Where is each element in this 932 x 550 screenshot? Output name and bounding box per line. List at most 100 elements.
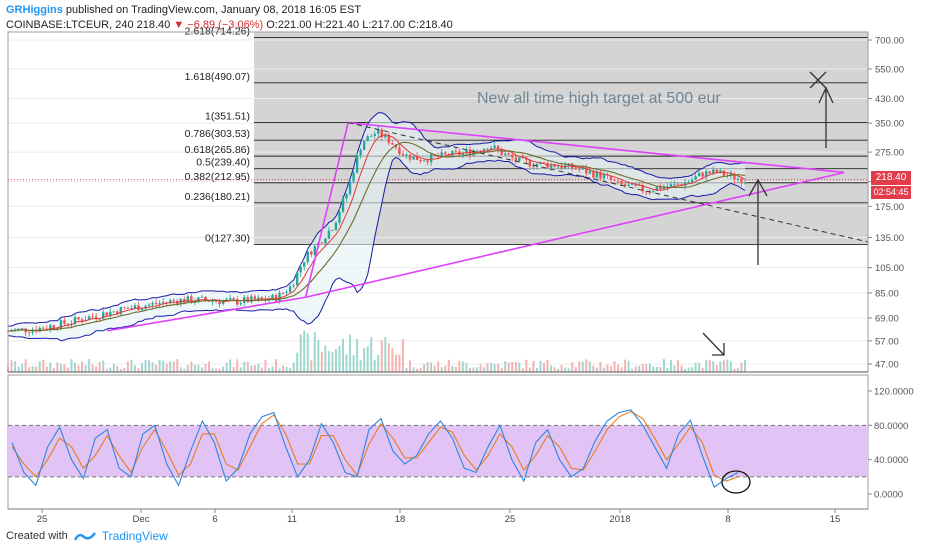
- candle-body: [236, 299, 239, 305]
- volume-bar: [345, 354, 348, 372]
- candle-body: [475, 150, 479, 152]
- candle-body: [274, 295, 278, 302]
- volume-bar: [719, 361, 722, 372]
- volume-bar: [416, 368, 419, 372]
- time-axis-label: 15: [830, 514, 841, 525]
- candle-body: [373, 133, 376, 137]
- candle-body: [574, 168, 577, 170]
- volume-bar: [342, 338, 344, 372]
- volume-bar: [285, 366, 288, 372]
- candle-body: [630, 183, 634, 185]
- candle-body: [535, 164, 539, 167]
- candle-body: [690, 179, 694, 183]
- volume-bar: [45, 366, 48, 372]
- volume-bar: [677, 360, 679, 372]
- volume-bar: [398, 354, 401, 372]
- volume-bar: [35, 366, 38, 372]
- volume-bar: [317, 339, 320, 372]
- volume-bar: [405, 368, 408, 372]
- volume-bar: [451, 365, 454, 372]
- volume-bar: [105, 368, 108, 372]
- candle-body: [133, 305, 137, 309]
- volume-bar: [186, 365, 189, 372]
- lower-band-line: [7, 156, 746, 342]
- candle-body: [408, 154, 412, 160]
- volume-bar: [373, 359, 376, 372]
- volume-bar: [437, 361, 440, 372]
- candle-body: [398, 147, 401, 155]
- stoch-band-fill: [8, 425, 868, 477]
- volume-bar: [324, 345, 327, 372]
- volume-bar: [264, 359, 267, 372]
- candle-body: [694, 176, 697, 180]
- volume-bar: [613, 361, 616, 372]
- volume-bar: [38, 361, 41, 372]
- candle-body: [652, 190, 655, 192]
- volume-bar: [239, 367, 242, 372]
- candle-body: [190, 296, 193, 303]
- candle-body: [616, 180, 620, 182]
- candle-body: [313, 245, 316, 255]
- volume-bar: [370, 337, 373, 372]
- candle-body: [705, 171, 708, 177]
- price-axis-label: 550.00: [875, 64, 904, 75]
- candle-body: [91, 316, 94, 318]
- volume-bar: [581, 361, 584, 372]
- volume-bar: [24, 359, 27, 372]
- candle-body: [359, 149, 362, 156]
- volume-bar: [88, 359, 91, 372]
- fib-level-label: 1.618(490.07): [185, 71, 250, 83]
- candle-body: [63, 320, 66, 324]
- candle-body: [722, 170, 726, 176]
- author-link[interactable]: GRHiggins: [6, 4, 63, 16]
- volume-bar: [74, 362, 76, 372]
- candle-body: [140, 308, 144, 311]
- volume-bar: [641, 364, 644, 372]
- volume-bar: [659, 367, 662, 372]
- candle-body: [130, 308, 133, 310]
- volume-bar: [412, 367, 415, 372]
- volume-bar: [744, 359, 746, 372]
- candle-body: [102, 312, 105, 319]
- candle-body: [521, 157, 525, 159]
- candle-body: [412, 156, 415, 160]
- candle-body: [595, 171, 599, 178]
- candle-body: [310, 251, 313, 255]
- volume-bar: [447, 359, 450, 372]
- symbol-line: COINBASE:LTCEUR, 240 218.40 ▼ −6.89 (−3.…: [6, 19, 453, 31]
- volume-bar: [617, 364, 620, 372]
- candle-body: [743, 182, 747, 184]
- candle-body: [161, 302, 165, 304]
- volume-bar: [426, 362, 429, 372]
- volume-bar: [634, 366, 637, 372]
- candle-body: [204, 296, 207, 301]
- triangle-upper-trendline: [348, 121, 845, 174]
- tradingview-brand[interactable]: TradingView: [101, 529, 168, 543]
- candle-body: [500, 149, 503, 155]
- candle-body: [415, 156, 419, 161]
- fib-level-label: 0.618(265.86): [185, 144, 250, 156]
- volume-bar: [331, 351, 334, 372]
- volume-bar: [624, 359, 627, 372]
- volume-bar: [151, 362, 154, 372]
- fib-level-label: 0(127.30): [205, 232, 250, 244]
- volume-bar: [257, 363, 260, 372]
- volume-bar: [313, 332, 316, 372]
- volume-bar: [419, 367, 422, 372]
- candle-body: [592, 171, 595, 178]
- candle-body: [719, 170, 722, 173]
- volume-bar: [736, 368, 739, 372]
- candle-body: [518, 157, 521, 161]
- volume-bar: [691, 367, 694, 372]
- price-axis-label: 47.00: [875, 360, 899, 371]
- volume-bar: [250, 365, 253, 372]
- volume-bar: [91, 364, 94, 372]
- candle-body: [165, 302, 168, 304]
- candle-body: [429, 154, 433, 163]
- volume-bar: [229, 359, 232, 372]
- candle-body: [588, 171, 592, 174]
- candle-body: [288, 286, 292, 292]
- volume-bar: [472, 367, 475, 372]
- candle-body: [525, 157, 528, 161]
